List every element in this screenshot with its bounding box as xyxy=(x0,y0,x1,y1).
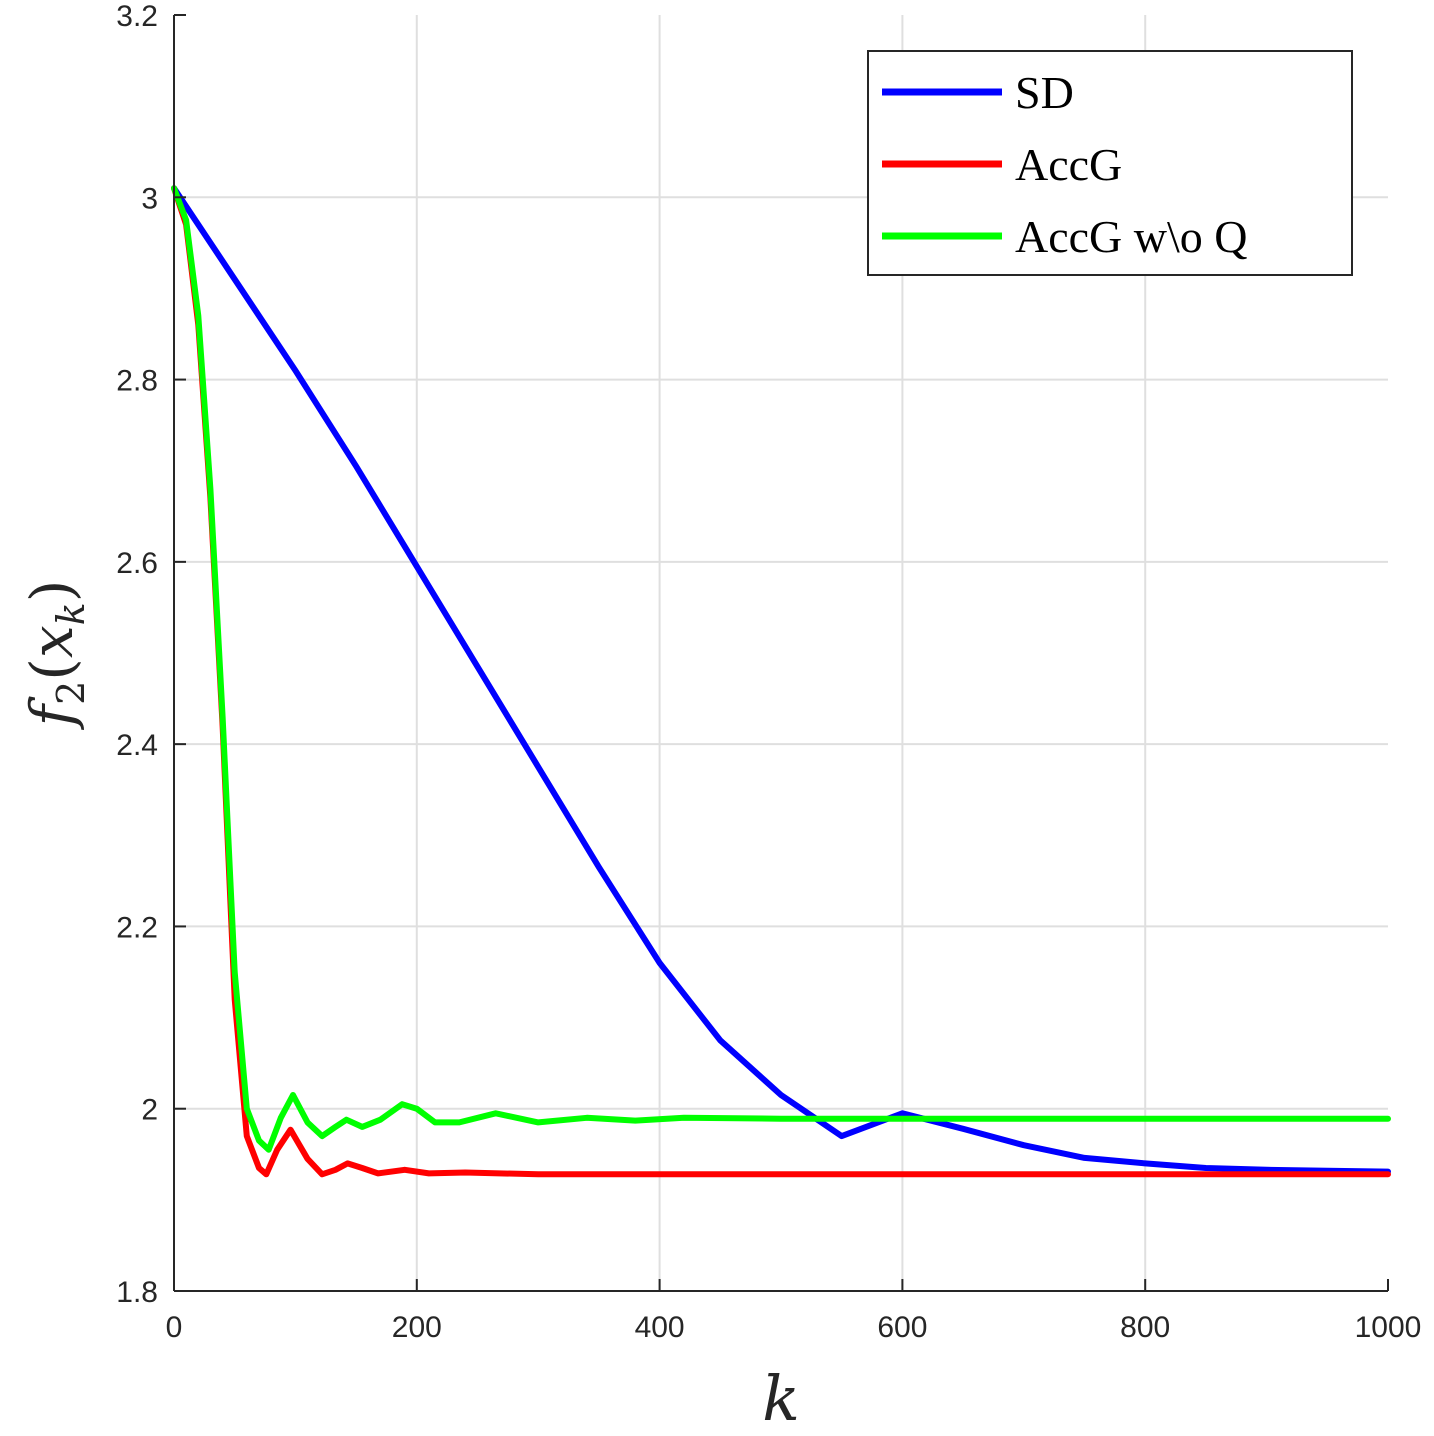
y-tick-label: 2.4 xyxy=(116,729,158,762)
y-tick-label: 1.8 xyxy=(116,1276,158,1309)
x-tick-label: 0 xyxy=(166,1311,183,1344)
y-axis-label-sub: 2 xyxy=(49,681,93,705)
legend-label-1: AccG xyxy=(1015,139,1122,190)
y-axis-label-var: x xyxy=(18,625,86,658)
x-axis-label: k xyxy=(762,1362,800,1431)
legend-items: SD AccG AccG w\o Q xyxy=(882,67,1248,262)
y-tick-label: 2.6 xyxy=(116,547,158,580)
legend-label-0: SD xyxy=(1015,67,1074,118)
y-tick-label: 3.2 xyxy=(116,0,158,33)
x-tick-label: 600 xyxy=(877,1311,927,1344)
y-tick-label: 2.8 xyxy=(116,365,158,398)
series-line-2 xyxy=(171,185,1391,1153)
x-tick-label: 1000 xyxy=(1355,1311,1422,1344)
y-axis-label-close: ) xyxy=(18,580,86,603)
legend-label-2: AccG w\o Q xyxy=(1015,211,1248,262)
x-tick-label: 800 xyxy=(1120,1311,1170,1344)
legend: SD AccG AccG w\o Q xyxy=(867,50,1353,276)
series-lines xyxy=(171,185,1391,1178)
series-line-0 xyxy=(171,185,1391,1175)
axes xyxy=(173,14,1389,1292)
y-tick-label: 2 xyxy=(141,1094,158,1127)
y-axis-label: f2(xk) xyxy=(18,580,93,731)
y-tick-label: 2.2 xyxy=(116,911,158,944)
y-axis-label-varsub: k xyxy=(49,602,93,625)
x-tick-label: 200 xyxy=(392,1311,442,1344)
y-axis-label-open: ( xyxy=(18,658,86,681)
y-tick-label: 3 xyxy=(141,182,158,215)
x-tick-label: 400 xyxy=(635,1311,685,1344)
tick-labels: 0 200 400 600 800 1000 1.8 2 2.2 2.4 2.6 2.8 3 3.2 xyxy=(116,0,1421,1344)
